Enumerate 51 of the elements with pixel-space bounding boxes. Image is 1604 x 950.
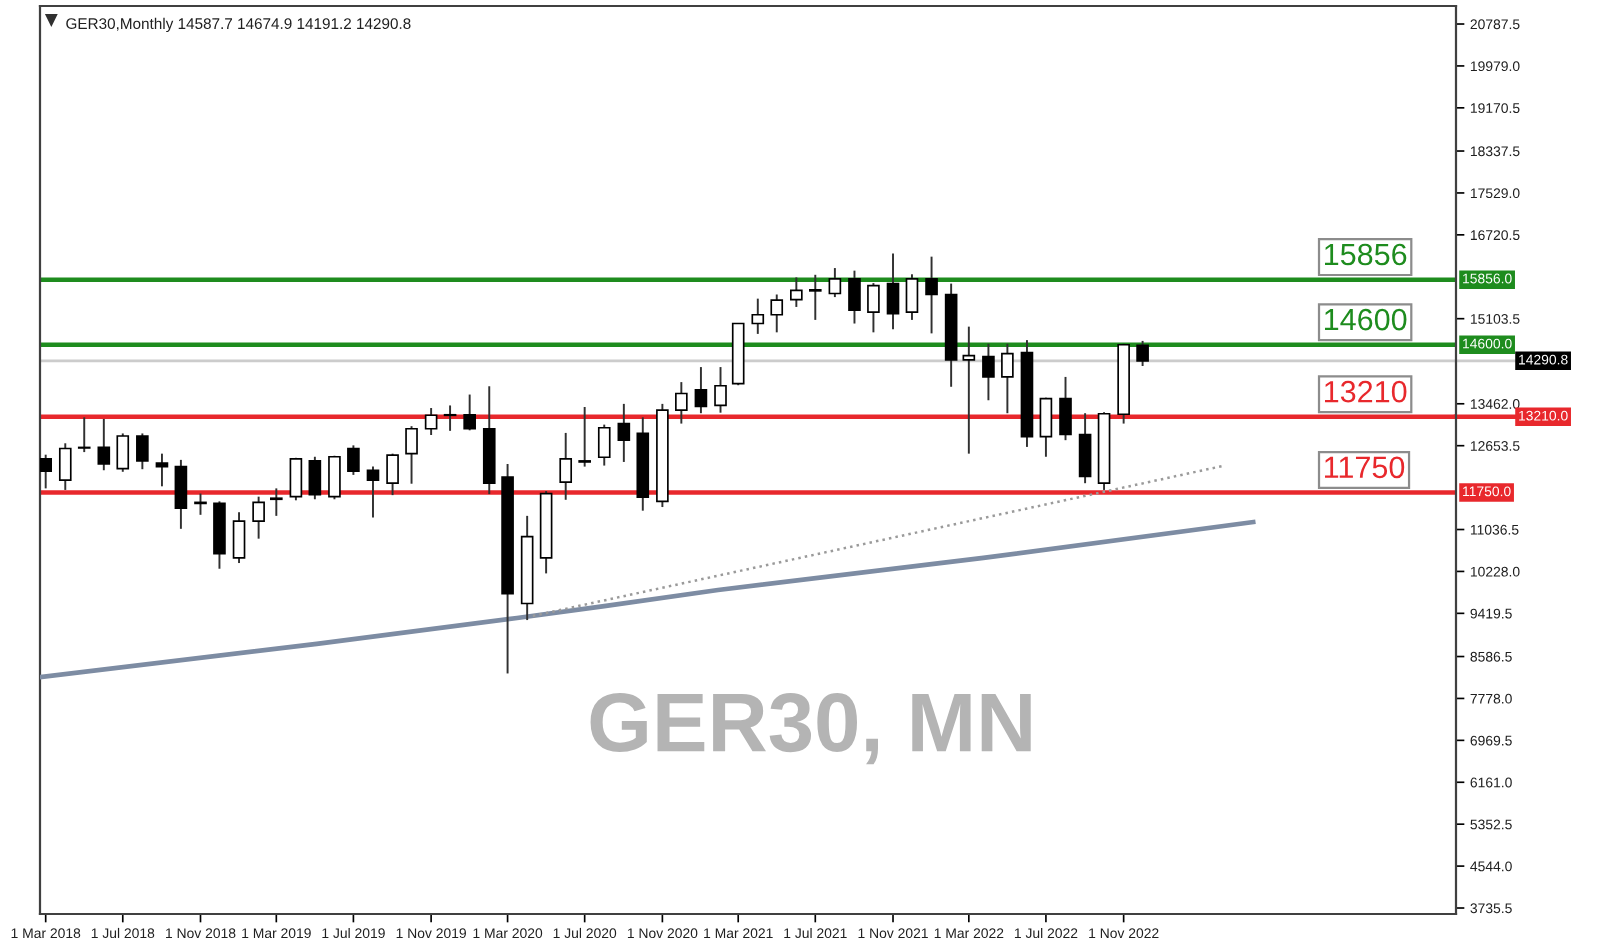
text: GER30, MN (590, 693, 1031, 765)
candlestick (694, 366, 708, 415)
candlestick (328, 454, 341, 501)
candlestick (252, 495, 265, 540)
candlestick (848, 269, 861, 325)
candlestick (308, 455, 322, 501)
line-series (40, 519, 1256, 680)
candlestick (770, 293, 784, 334)
candlestick (443, 404, 457, 432)
candlestick (155, 452, 169, 488)
candlestick (289, 456, 303, 502)
annotation: 14600 (1325, 308, 1407, 331)
candlestick (714, 366, 727, 414)
candlestick (597, 423, 611, 467)
candlestick (366, 465, 380, 519)
candlestick (1078, 412, 1092, 485)
candlestick (808, 273, 822, 321)
candlestick (347, 444, 360, 476)
candlestick (424, 407, 438, 436)
candlestick (982, 342, 995, 402)
candlestick (867, 282, 880, 334)
candlestick (40, 453, 53, 490)
candlestick (136, 432, 149, 471)
candlestick (58, 442, 72, 491)
candlestick (886, 252, 900, 331)
candlestick (463, 393, 476, 432)
candlestick (675, 381, 688, 425)
candlestick (559, 431, 573, 501)
candlestick (116, 432, 130, 473)
candlestick (405, 425, 418, 485)
candlestick (905, 273, 919, 321)
candlestick (269, 487, 283, 517)
candlestick (174, 458, 188, 530)
candlestick (1001, 342, 1014, 415)
candlestick (790, 276, 803, 308)
candlestick (617, 402, 631, 463)
candlestick (751, 297, 765, 335)
candlestick (828, 267, 842, 299)
candlestick (578, 406, 591, 468)
candlestick (232, 511, 246, 564)
annotation: 15856 (1325, 243, 1407, 266)
annotation: 11750 (1325, 456, 1405, 479)
annotation: 13210 (1325, 380, 1407, 403)
candlestick (1136, 339, 1149, 367)
candlestick (1039, 396, 1053, 458)
candlestick (1059, 375, 1072, 442)
candlestick (97, 417, 111, 472)
candlestick (77, 416, 91, 454)
candlestick (962, 325, 976, 455)
candlestick (925, 255, 938, 335)
candlestick (386, 452, 399, 497)
